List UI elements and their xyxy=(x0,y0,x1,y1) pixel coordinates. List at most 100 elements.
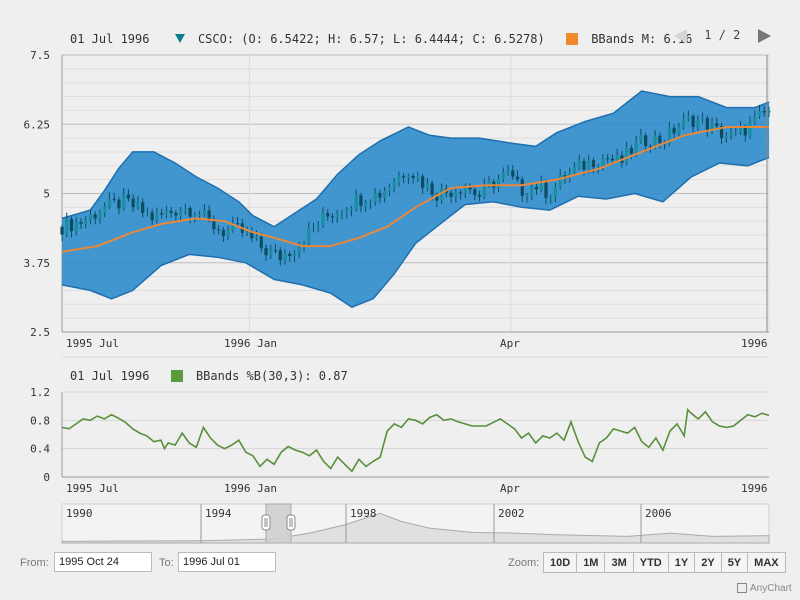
candle-body xyxy=(696,120,700,127)
candle-body xyxy=(667,127,671,144)
bbands-middle-line xyxy=(61,126,769,253)
candle-body xyxy=(539,181,543,190)
scroller-handle xyxy=(286,514,296,531)
candle-body xyxy=(582,161,586,170)
candle-body xyxy=(316,225,320,228)
sub-y-tick-label: 1.2 xyxy=(30,386,50,399)
candle-body xyxy=(326,213,330,217)
scroller-tick-label: 1994 xyxy=(205,507,232,520)
zoom-1y-button[interactable]: 1Y xyxy=(667,552,696,573)
candle-body xyxy=(525,195,529,197)
candle-body xyxy=(648,146,652,148)
candle-body xyxy=(188,208,192,217)
candle-body xyxy=(402,175,406,178)
candle-body xyxy=(729,132,733,137)
bbands-area xyxy=(62,91,769,308)
candle-body xyxy=(349,208,354,210)
candle-body xyxy=(681,118,686,128)
legend-series: CSCO: (O: 6.5422; H: 6.57; L: 6.4444; C:… xyxy=(197,31,545,46)
candle-body xyxy=(625,148,629,163)
candle-body xyxy=(724,136,728,139)
legend-pager: 1 / 2 xyxy=(674,28,771,43)
candle-body xyxy=(629,148,633,154)
candle-body xyxy=(354,195,358,209)
zoom-2y-button[interactable]: 2Y xyxy=(694,552,722,573)
candle-body xyxy=(378,192,382,198)
candle-body xyxy=(644,135,648,147)
sub-x-tick-label: 1995 Jul xyxy=(66,482,119,495)
candle-body xyxy=(364,202,368,206)
candle-body xyxy=(373,192,377,202)
candle-body xyxy=(748,121,752,136)
page-indicator: 1 / 2 xyxy=(704,28,741,42)
candle-body xyxy=(710,123,714,131)
percent-b-plot[interactable]: 1.2 0.8 0.4 0 1995 Jul 1996 Jan Apr 1996 xyxy=(30,386,770,495)
candle-body xyxy=(254,236,259,239)
candle-body xyxy=(691,116,695,127)
legend-date: 01 Jul 1996 xyxy=(70,31,150,46)
candle-body xyxy=(677,127,681,134)
candle-body xyxy=(454,192,458,198)
zoom-10d-button[interactable]: 10D xyxy=(543,552,578,573)
candle-body xyxy=(292,252,297,257)
candle-body xyxy=(193,215,197,217)
legend-date: 01 Jul 1996 xyxy=(70,368,150,383)
zoom-ytd-button[interactable]: YTD xyxy=(632,552,669,573)
candle-body xyxy=(658,135,662,144)
y-tick-label: 7.5 xyxy=(30,49,50,62)
candle-body xyxy=(610,158,615,161)
to-date-input[interactable] xyxy=(178,552,276,572)
candle-body xyxy=(506,170,510,173)
candle-body xyxy=(174,212,178,216)
candle-body xyxy=(572,167,577,173)
candle-body xyxy=(734,132,738,134)
range-scroller[interactable]: 1990 1994 1998 2002 2006 xyxy=(61,503,770,544)
candle-body xyxy=(634,141,638,154)
candle-body xyxy=(221,230,225,237)
candle-body xyxy=(340,212,344,214)
candle-body xyxy=(458,192,463,194)
candle-body xyxy=(79,222,83,224)
candle-body xyxy=(179,210,183,216)
next-page-icon[interactable] xyxy=(757,28,771,43)
anychart-logo-icon xyxy=(737,583,747,594)
sub-x-tick-label: Apr xyxy=(500,482,520,495)
candle-body xyxy=(98,212,102,219)
prev-page-icon[interactable] xyxy=(674,28,687,43)
candle-body xyxy=(762,111,766,113)
candle-body xyxy=(743,127,747,136)
candle-body xyxy=(69,218,74,232)
candle-body xyxy=(226,230,230,237)
y-tick-label: 3.75 xyxy=(24,257,51,270)
candle-body xyxy=(245,231,249,233)
candle-body xyxy=(126,194,131,199)
candle-body xyxy=(596,166,600,168)
candle-body xyxy=(169,211,173,213)
candle-body xyxy=(330,216,335,218)
candle-body xyxy=(753,116,757,122)
bbands-lower-line xyxy=(61,156,770,308)
credit-link[interactable]: AnyChart xyxy=(737,583,792,594)
scroller-tick-label: 2002 xyxy=(498,507,525,520)
zoom-3m-button[interactable]: 3M xyxy=(604,552,634,573)
zoom-max-button[interactable]: MAX xyxy=(747,552,786,573)
zoom-5y-button[interactable]: 5Y xyxy=(720,552,749,573)
candle-body xyxy=(449,192,453,198)
candle-body xyxy=(88,214,93,221)
bbands-upper-line xyxy=(61,90,770,228)
candle-body xyxy=(311,227,316,229)
zoom-1m-button[interactable]: 1M xyxy=(576,552,606,573)
price-plot[interactable]: 7.5 6.25 5 3.75 2.5 1995 Jul 1996 Jan Apr 1996 xyxy=(24,49,771,358)
candle-body xyxy=(264,247,268,256)
candle-body xyxy=(74,222,78,232)
candle-body xyxy=(411,175,415,178)
candle-body xyxy=(397,175,401,182)
candle-body xyxy=(558,175,562,187)
candle-body xyxy=(587,160,591,170)
candle-body xyxy=(141,202,145,213)
candle-body xyxy=(615,155,619,161)
legend-percent-b: BBands %B(30,3): 0.87 xyxy=(195,368,348,383)
from-date-input[interactable] xyxy=(54,552,152,572)
sub-y-tick-label: 0 xyxy=(43,471,50,484)
candle-body xyxy=(553,186,558,198)
